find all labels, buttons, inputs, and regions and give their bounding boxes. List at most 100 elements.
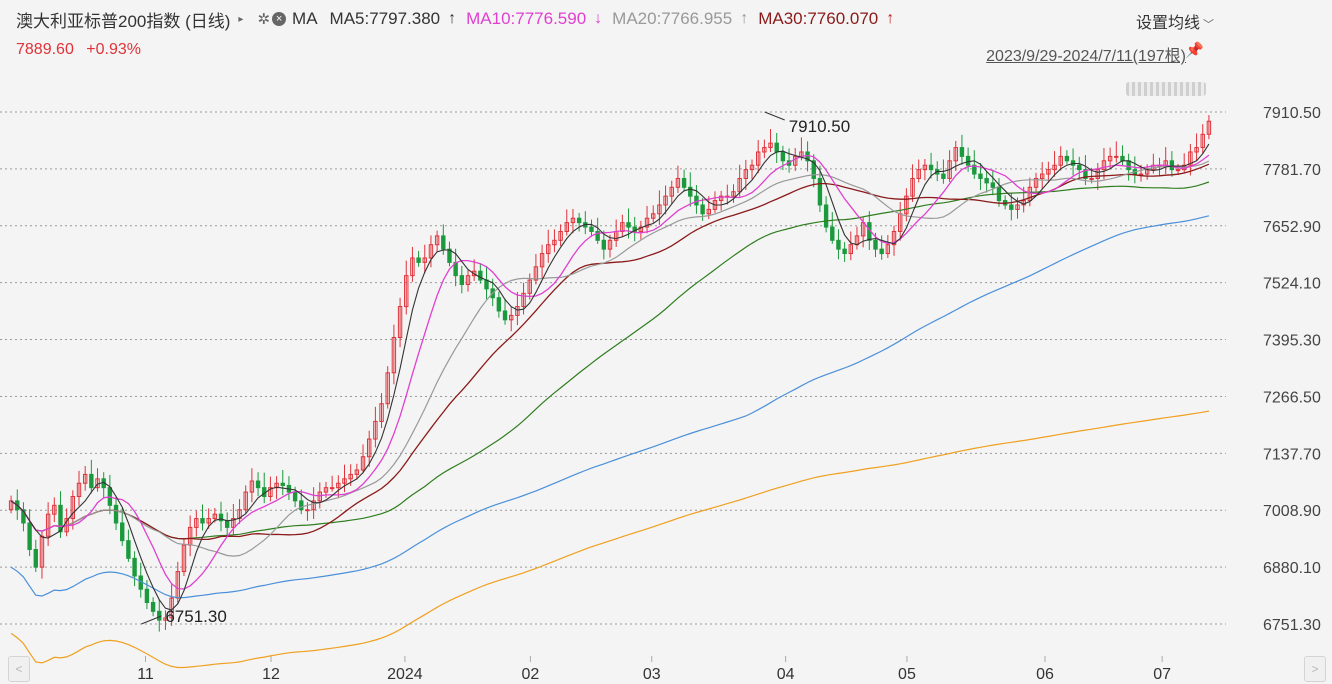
candle-body <box>959 147 965 157</box>
x-tick-label: 02 <box>522 666 540 683</box>
chevron-right-icon[interactable]: > <box>1304 656 1326 682</box>
candle-body <box>132 557 137 577</box>
candle-body <box>1015 204 1020 210</box>
candle-body <box>1033 177 1039 188</box>
ma5-value: MA5:7797.380 <box>329 9 441 28</box>
x-tick-label: 03 <box>643 666 661 683</box>
candle-body <box>459 275 465 285</box>
candle-body <box>904 195 909 215</box>
candle-body <box>1009 204 1014 210</box>
candle-body <box>620 222 625 232</box>
ma10-line <box>10 154 1210 590</box>
candle-body <box>706 208 711 215</box>
candle-body <box>793 155 798 166</box>
candle-body <box>21 509 26 524</box>
candle-body <box>1064 155 1070 162</box>
close-circle-icon[interactable]: × <box>272 12 287 26</box>
candle-body <box>823 204 829 228</box>
candle-body <box>484 279 489 290</box>
y-tick-label: 7781.70 <box>1263 162 1321 179</box>
candle-body <box>385 372 390 405</box>
candle-body <box>397 306 403 338</box>
candle-body <box>280 482 285 486</box>
candle-body <box>570 217 576 224</box>
candle-body <box>8 500 14 511</box>
candle-body <box>249 480 255 493</box>
ma-settings-button[interactable]: 设置均线 ﹀ <box>1136 9 1214 33</box>
candle-body <box>367 438 372 458</box>
candle-body <box>774 142 779 153</box>
pin-icon[interactable]: 📌 <box>1185 42 1204 59</box>
candle-body <box>410 257 415 277</box>
indicator-row: 澳大利亚标普200指数 (日线) ▸ ✲ × MA MA5:7797.380 ↑… <box>16 8 904 31</box>
y-tick-label: 7395.30 <box>1263 333 1321 350</box>
candle-body <box>299 500 304 511</box>
ma120-line <box>10 215 1210 599</box>
candle-body <box>360 456 366 471</box>
x-tick-label: 2024 <box>387 666 423 683</box>
candle-body <box>941 173 946 179</box>
candle-body <box>891 230 897 246</box>
candle-body <box>150 601 156 612</box>
candle-body <box>1206 120 1212 135</box>
candle-body <box>1188 151 1193 166</box>
candle-body <box>638 226 644 232</box>
candle-body <box>533 266 539 281</box>
candle-body <box>885 244 891 255</box>
candle-body <box>379 403 384 422</box>
candle-body <box>749 164 755 171</box>
candle-body <box>527 279 532 294</box>
chart-title: 澳大利亚标普200指数 (日线) <box>16 11 231 31</box>
ma10-arrow: ↓ <box>594 10 603 27</box>
y-tick-label: 7652.90 <box>1263 219 1321 236</box>
candle-body <box>811 160 816 179</box>
x-tick-label: 11 <box>137 666 154 683</box>
candle-body <box>546 244 551 255</box>
candle-body <box>206 518 211 524</box>
ma20-line <box>10 160 1210 557</box>
candle-body <box>1095 169 1100 179</box>
candle-body <box>336 482 341 489</box>
candle-body <box>780 151 786 162</box>
candle-body <box>576 217 582 224</box>
candle-body <box>657 204 662 215</box>
ma60-line <box>10 181 1210 540</box>
candle-body <box>478 270 483 281</box>
annotation-pointer <box>141 615 162 625</box>
candle-body <box>1058 155 1063 166</box>
candle-body <box>89 473 94 489</box>
candle-body <box>688 186 693 197</box>
candle-body <box>922 164 928 171</box>
gear-icon[interactable]: ✲ <box>257 11 271 28</box>
title-expand-icon[interactable]: ▸ <box>238 13 244 25</box>
candle-body <box>842 248 847 255</box>
candle-body <box>601 239 607 250</box>
candle-body <box>416 257 421 263</box>
candle-body <box>879 248 884 255</box>
candle-body <box>539 253 545 268</box>
candle-body <box>972 164 977 175</box>
x-tick-label: 06 <box>1036 666 1054 683</box>
candle-body <box>292 491 298 502</box>
date-range[interactable]: 2023/9/29-2024/7/11(197根) <box>986 48 1186 65</box>
candle-body <box>1046 169 1051 175</box>
candle-body <box>311 500 316 511</box>
candle-body <box>509 314 514 321</box>
y-tick-label: 7137.70 <box>1263 446 1321 463</box>
chart-header: 澳大利亚标普200指数 (日线) ▸ ✲ × MA MA5:7797.380 ↑… <box>0 0 1332 104</box>
price-change: +0.93% <box>86 41 142 58</box>
candle-body <box>218 513 224 522</box>
candle-body <box>1052 164 1057 171</box>
candle-body <box>564 222 569 232</box>
candle-body <box>595 230 600 241</box>
scroll-handle[interactable] <box>1126 82 1206 96</box>
candle-body <box>607 239 613 250</box>
candle-body <box>768 142 773 149</box>
candle-body <box>52 504 57 515</box>
candle-body <box>1200 133 1205 149</box>
candle-body <box>224 520 230 528</box>
y-tick-label: 7008.90 <box>1263 503 1321 520</box>
candle-body <box>681 177 687 188</box>
candle-body <box>737 177 742 193</box>
chevron-left-icon[interactable]: < <box>8 656 30 682</box>
